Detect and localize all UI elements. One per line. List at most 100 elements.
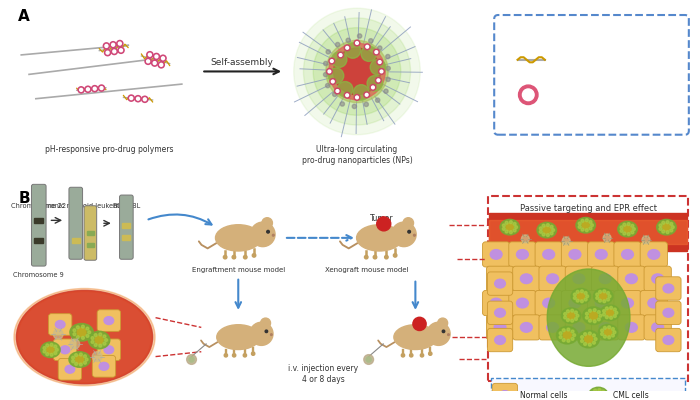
Circle shape xyxy=(104,43,109,49)
FancyBboxPatch shape xyxy=(92,356,116,377)
Circle shape xyxy=(610,306,612,309)
Circle shape xyxy=(584,298,587,301)
Circle shape xyxy=(573,296,576,300)
Ellipse shape xyxy=(517,250,528,259)
Bar xyxy=(34,218,43,223)
Circle shape xyxy=(372,86,375,89)
Circle shape xyxy=(232,255,236,259)
Circle shape xyxy=(576,314,579,317)
Circle shape xyxy=(71,360,75,363)
Circle shape xyxy=(344,45,350,51)
Ellipse shape xyxy=(663,336,674,344)
Circle shape xyxy=(513,229,516,232)
Circle shape xyxy=(632,228,636,230)
Circle shape xyxy=(592,334,596,337)
Circle shape xyxy=(356,96,358,99)
Circle shape xyxy=(562,329,565,332)
Circle shape xyxy=(607,298,610,301)
Circle shape xyxy=(567,339,570,342)
Circle shape xyxy=(589,227,592,230)
Circle shape xyxy=(135,96,141,102)
Circle shape xyxy=(585,312,589,315)
Circle shape xyxy=(111,48,118,54)
Circle shape xyxy=(662,221,665,224)
Circle shape xyxy=(577,292,584,300)
Circle shape xyxy=(568,312,575,320)
Bar xyxy=(87,243,94,247)
Text: i.v. injection every
4 or 8 days: i.v. injection every 4 or 8 days xyxy=(288,364,358,384)
Ellipse shape xyxy=(65,365,75,373)
Circle shape xyxy=(379,61,381,64)
Circle shape xyxy=(332,92,337,96)
Circle shape xyxy=(76,336,79,339)
Ellipse shape xyxy=(547,322,559,332)
Circle shape xyxy=(313,28,401,115)
Circle shape xyxy=(562,237,570,245)
Circle shape xyxy=(103,335,106,338)
Text: CML cells: CML cells xyxy=(613,390,649,400)
FancyBboxPatch shape xyxy=(509,242,536,267)
Circle shape xyxy=(99,333,101,336)
Circle shape xyxy=(503,228,505,230)
Circle shape xyxy=(403,218,414,228)
Circle shape xyxy=(364,102,368,106)
Circle shape xyxy=(78,87,84,93)
Circle shape xyxy=(631,231,634,234)
Circle shape xyxy=(550,225,553,228)
Circle shape xyxy=(354,85,369,100)
Ellipse shape xyxy=(495,308,505,317)
Circle shape xyxy=(542,224,545,227)
Ellipse shape xyxy=(216,225,261,251)
Circle shape xyxy=(670,222,673,225)
Ellipse shape xyxy=(578,330,599,348)
Circle shape xyxy=(510,221,512,224)
Circle shape xyxy=(153,62,156,64)
Circle shape xyxy=(92,352,102,362)
Circle shape xyxy=(77,328,86,337)
Circle shape xyxy=(662,230,665,233)
Circle shape xyxy=(386,54,390,59)
Circle shape xyxy=(158,62,164,68)
Circle shape xyxy=(267,230,270,233)
Circle shape xyxy=(366,356,372,362)
Circle shape xyxy=(128,95,134,101)
Circle shape xyxy=(547,234,550,236)
Ellipse shape xyxy=(573,274,584,284)
FancyBboxPatch shape xyxy=(644,315,671,340)
Text: BCR-ABL: BCR-ABL xyxy=(112,203,141,209)
Text: Ultra-long circulating
pro-drug nanoparticles (NPs): Ultra-long circulating pro-drug nanopart… xyxy=(302,146,412,165)
Circle shape xyxy=(364,44,370,50)
Circle shape xyxy=(365,94,368,96)
Circle shape xyxy=(442,330,444,332)
Bar xyxy=(72,238,80,243)
Circle shape xyxy=(603,335,606,338)
Circle shape xyxy=(386,66,391,70)
Circle shape xyxy=(623,223,626,226)
Circle shape xyxy=(354,94,360,100)
Circle shape xyxy=(514,226,517,229)
Ellipse shape xyxy=(589,387,608,400)
Circle shape xyxy=(562,339,565,342)
Circle shape xyxy=(50,353,53,356)
Circle shape xyxy=(94,344,97,346)
Circle shape xyxy=(76,356,84,364)
Circle shape xyxy=(580,300,583,303)
Circle shape xyxy=(188,356,195,362)
Circle shape xyxy=(361,46,377,61)
Circle shape xyxy=(602,397,605,400)
Circle shape xyxy=(81,325,85,328)
Circle shape xyxy=(401,354,405,357)
Circle shape xyxy=(610,316,612,319)
Circle shape xyxy=(591,395,594,398)
Circle shape xyxy=(567,328,570,331)
Ellipse shape xyxy=(626,322,637,332)
Circle shape xyxy=(54,345,57,348)
Ellipse shape xyxy=(569,298,581,308)
Circle shape xyxy=(576,290,579,293)
Ellipse shape xyxy=(14,288,155,386)
Circle shape xyxy=(384,89,388,93)
FancyBboxPatch shape xyxy=(482,242,510,267)
Circle shape xyxy=(354,40,360,46)
Circle shape xyxy=(589,312,598,320)
Circle shape xyxy=(611,334,615,337)
